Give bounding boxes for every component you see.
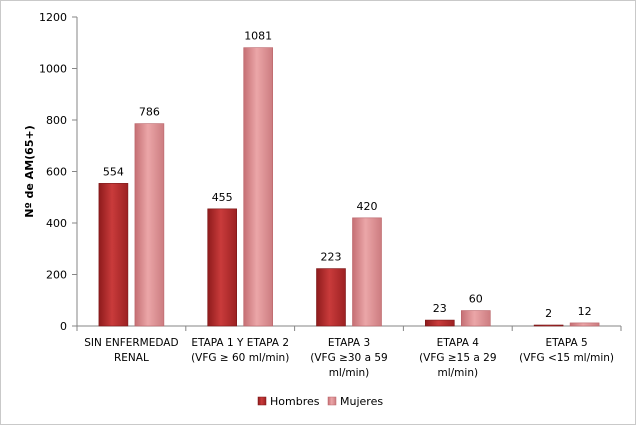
- x-category-label: ml/min): [438, 367, 479, 379]
- x-category-label: ETAPA 3: [328, 337, 370, 349]
- legend-label-mujeres: Mujeres: [340, 395, 383, 408]
- x-category-label: ETAPA 4: [437, 337, 480, 349]
- bar-hombres: [424, 319, 455, 327]
- data-label: 2: [545, 307, 552, 320]
- data-label: 420: [357, 200, 378, 213]
- bar-hombres: [98, 183, 129, 327]
- data-label: 60: [469, 293, 483, 306]
- data-label: 786: [139, 106, 160, 119]
- bar-hombres: [316, 268, 346, 327]
- y-axis-title: Nº de AM(65+): [23, 125, 36, 217]
- bar-mujeres: [569, 322, 600, 327]
- bar-mujeres: [243, 47, 273, 327]
- x-category-label: ETAPA 1 Y ETAPA 2: [191, 337, 289, 349]
- y-tick-label: 600: [46, 166, 67, 179]
- y-tick-label: 400: [46, 217, 67, 230]
- legend-swatch-mujeres: [327, 396, 337, 406]
- bar-hombres: [207, 208, 237, 327]
- x-category-label: SIN ENFERMEDAD: [84, 337, 178, 349]
- data-label: 1081: [244, 30, 272, 43]
- data-label: 455: [212, 191, 233, 204]
- x-category-label: (VFG <15 ml/min): [519, 352, 614, 364]
- x-category-label: (VFG ≥ 60 ml/min): [191, 352, 289, 364]
- y-tick-label: 1200: [39, 11, 67, 24]
- y-tick-label: 0: [60, 320, 67, 333]
- bar-mujeres: [352, 217, 382, 327]
- legend-swatch-hombres: [257, 396, 267, 406]
- data-label: 554: [103, 165, 124, 178]
- x-category-label: ml/min): [329, 367, 370, 379]
- data-label: 23: [433, 302, 447, 315]
- x-category-label: (VFG ≥15 a 29: [419, 352, 496, 364]
- bar-mujeres: [134, 123, 165, 327]
- bar-hombres: [533, 324, 564, 327]
- data-label: 223: [321, 251, 342, 264]
- x-category-label: (VFG ≥30 a 59: [310, 352, 387, 364]
- y-tick-label: 1000: [39, 63, 67, 76]
- data-label: 12: [578, 305, 592, 318]
- x-category-label: ETAPA 5: [545, 337, 587, 349]
- bar-mujeres: [460, 310, 491, 327]
- legend-label-hombres: Hombres: [270, 395, 320, 408]
- x-category-label: RENAL: [114, 352, 149, 364]
- y-tick-label: 800: [46, 114, 67, 127]
- y-tick-label: 200: [46, 269, 67, 282]
